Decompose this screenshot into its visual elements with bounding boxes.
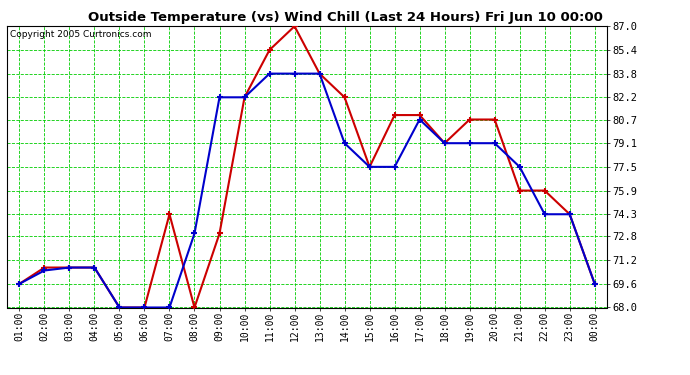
Text: Copyright 2005 Curtronics.com: Copyright 2005 Curtronics.com: [10, 30, 151, 39]
Text: Outside Temperature (vs) Wind Chill (Last 24 Hours) Fri Jun 10 00:00: Outside Temperature (vs) Wind Chill (Las…: [88, 11, 602, 24]
